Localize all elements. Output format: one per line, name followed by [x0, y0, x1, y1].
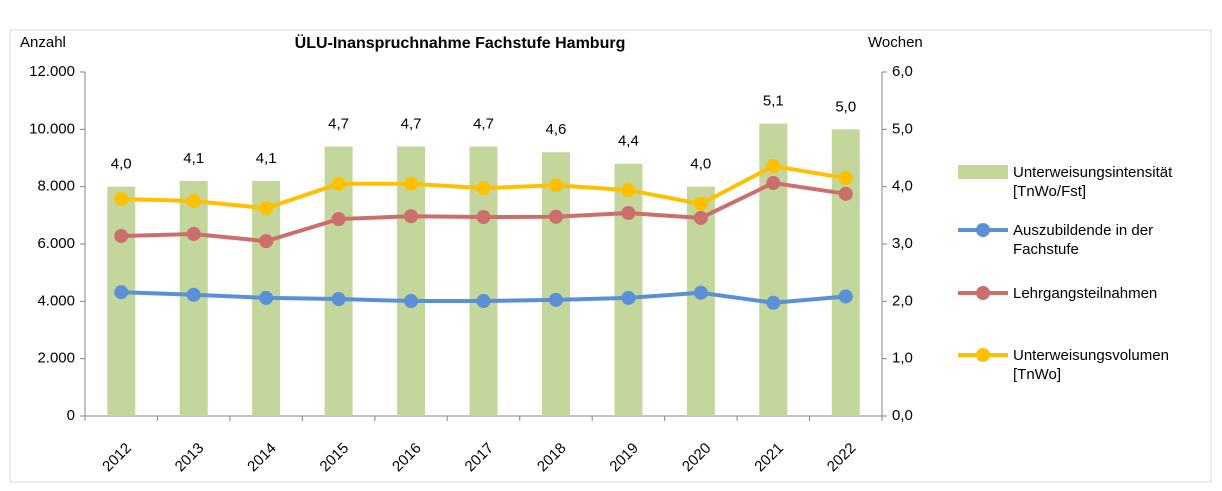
- y-tick-label: 4.000: [37, 292, 75, 309]
- line-marker: [476, 181, 491, 196]
- y2-tick-label: 4,0: [892, 178, 913, 195]
- x-tick-label: 2016: [389, 440, 425, 476]
- y2-tick-label: 1,0: [892, 350, 913, 367]
- legend-label: Unterweisungsvolumen [TnWo]: [1013, 347, 1169, 383]
- bar-value-label: 5,0: [835, 98, 856, 115]
- legend-label: Auszubildende in der Fachstufe: [1013, 222, 1154, 258]
- line-marker: [186, 194, 201, 208]
- line-marker: [259, 290, 274, 305]
- line-marker: [186, 226, 201, 241]
- line-marker: [548, 209, 563, 224]
- x-tick-label: 2018: [534, 440, 570, 476]
- legend-label: Lehrgangsteilnahmen: [1013, 285, 1158, 302]
- bar: [324, 146, 353, 417]
- x-tick-label: 2015: [317, 440, 353, 476]
- y-tick-label: 10.000: [29, 120, 75, 137]
- line-marker: [476, 294, 491, 309]
- y-tick-label: 8.000: [37, 178, 75, 195]
- bar: [107, 186, 136, 416]
- line-marker: [404, 294, 419, 309]
- line-marker: [114, 191, 129, 206]
- bar: [397, 146, 426, 417]
- x-tick-label: 2020: [679, 440, 715, 476]
- bar: [614, 163, 643, 416]
- line-marker: [766, 175, 781, 190]
- bar-value-label: 4,7: [328, 116, 349, 133]
- line-marker: [114, 285, 129, 300]
- bar-value-label: 4,0: [111, 156, 132, 173]
- bar-value-label: 4,0: [690, 156, 711, 173]
- line-marker: [404, 176, 419, 191]
- line-marker: [548, 178, 563, 193]
- x-tick-label: 2012: [99, 440, 135, 476]
- line-marker: [766, 159, 781, 174]
- bar-value-label: 4,1: [256, 150, 277, 167]
- chart-frame: [9, 29, 1212, 483]
- bar-value-label: 4,7: [401, 116, 422, 133]
- line-marker: [838, 186, 853, 201]
- legend-swatch: [958, 165, 1008, 179]
- line-marker: [838, 289, 853, 304]
- line-marker: [331, 212, 346, 227]
- line-marker: [331, 176, 346, 191]
- line-marker: [114, 228, 129, 243]
- y2-tick-label: 2,0: [892, 292, 913, 309]
- line-marker: [259, 234, 274, 249]
- y2-axis-label: Wochen: [868, 34, 923, 51]
- line-marker: [693, 196, 708, 211]
- y-tick-label: 6.000: [37, 235, 75, 252]
- line-marker: [404, 209, 419, 224]
- line-marker: [186, 287, 201, 302]
- line-marker: [331, 292, 346, 307]
- bar-value-label: 4,1: [183, 150, 204, 167]
- legend-marker: [976, 286, 990, 300]
- x-tick-label: 2022: [824, 440, 860, 476]
- x-tick-label: 2021: [751, 440, 787, 476]
- y2-tick-label: 3,0: [892, 235, 913, 252]
- bar-value-label: 4,7: [473, 116, 494, 133]
- legend-marker: [976, 223, 990, 237]
- line-marker: [621, 290, 636, 305]
- y2-tick-label: 5,0: [892, 120, 913, 137]
- x-tick-label: 2013: [172, 440, 208, 476]
- x-tick-label: 2017: [462, 440, 498, 476]
- bar-value-label: 5,1: [763, 93, 784, 110]
- y2-tick-label: 6,0: [892, 63, 913, 80]
- y-tick-label: 0: [67, 407, 75, 424]
- x-tick-label: 2014: [244, 440, 280, 476]
- chart-title: ÜLU-Inanspruchnahme Fachstufe Hamburg: [295, 33, 626, 52]
- line-marker: [548, 292, 563, 307]
- legend-label: Unterweisungsintensität [TnWo/Fst]: [1013, 164, 1173, 200]
- line-marker: [476, 210, 491, 225]
- line-marker: [693, 210, 708, 225]
- line-marker: [621, 206, 636, 221]
- line-marker: [621, 183, 636, 198]
- line-marker: [838, 171, 853, 186]
- bar-value-label: 4,4: [618, 133, 639, 150]
- legend-marker: [976, 348, 990, 362]
- line-marker: [693, 285, 708, 300]
- y2-tick-label: 0,0: [892, 407, 913, 424]
- line-marker: [766, 295, 781, 310]
- line-marker: [259, 201, 274, 216]
- y-tick-label: 12.000: [29, 63, 75, 80]
- bar-value-label: 4,6: [546, 121, 567, 138]
- y-tick-label: 2.000: [37, 350, 75, 367]
- bar: [541, 152, 570, 416]
- y-axis-label: Anzahl: [20, 34, 66, 51]
- x-tick-label: 2019: [606, 440, 642, 476]
